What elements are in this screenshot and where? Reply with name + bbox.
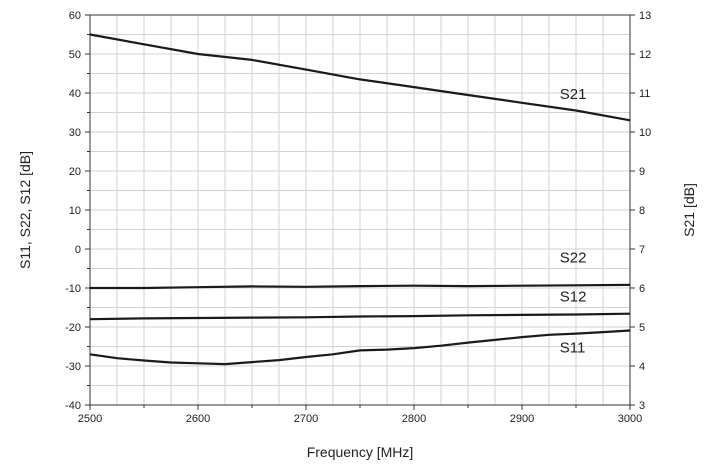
left-y-tick-label: -40 <box>65 400 81 412</box>
x-tick-label: 2900 <box>510 413 534 425</box>
series-label-s11: S11 <box>560 339 586 356</box>
right-y-tick-label: 11 <box>639 88 650 100</box>
left-y-tick-label: 0 <box>75 244 81 256</box>
right-y-tick-label: 10 <box>639 127 651 139</box>
right-y-tick-label: 13 <box>639 10 651 22</box>
left-y-tick-label: 30 <box>69 127 81 139</box>
series-label-s21: S21 <box>560 86 587 103</box>
series-line-s21 <box>89 33 631 122</box>
left-y-tick-label: 20 <box>69 166 81 178</box>
series-labels: S21 S22 S12 S11 <box>560 86 587 357</box>
left-y-tick-label: -20 <box>65 322 81 334</box>
series-lines <box>89 33 631 366</box>
left-y-tick-label: 60 <box>69 10 81 22</box>
left-y-tick-label: -10 <box>65 283 81 295</box>
right-y-axis-label: S21 [dB] <box>681 183 697 237</box>
x-axis-label: Frequency [MHz] <box>307 444 414 460</box>
right-y-tick-label: 4 <box>639 361 645 373</box>
right-y-tick-label: 8 <box>639 205 645 217</box>
right-y-tick-label: 9 <box>639 166 645 178</box>
x-tick-label: 2500 <box>78 413 102 425</box>
x-tick-label: 2600 <box>186 413 210 425</box>
left-y-tick-label: -30 <box>65 361 81 373</box>
grid <box>90 15 630 405</box>
right-y-tick-label: 6 <box>639 283 645 295</box>
right-y-axis: 3 4 5 6 7 8 9 10 11 12 13 <box>630 10 651 412</box>
x-axis: 2500 2600 2700 2800 2900 3000 <box>78 405 642 425</box>
series-label-s12: S12 <box>560 289 587 306</box>
series-line-s12 <box>89 312 631 321</box>
left-y-axis: -40 -30 -20 -10 0 10 20 30 40 50 60 <box>65 10 90 412</box>
right-y-tick-label: 12 <box>639 49 651 61</box>
left-y-tick-label: 50 <box>69 49 81 61</box>
series-line-s11 <box>89 329 631 366</box>
x-tick-label: 2700 <box>294 413 318 425</box>
left-y-axis-label: S11, S22, S12 [dB] <box>17 151 33 269</box>
series-label-s22: S22 <box>560 250 587 267</box>
series-line-s22 <box>90 283 631 290</box>
x-tick-label: 2800 <box>402 413 426 425</box>
left-y-tick-label: 10 <box>69 205 81 217</box>
x-tick-label: 3000 <box>618 413 642 425</box>
right-y-tick-label: 7 <box>639 244 645 256</box>
right-y-tick-label: 5 <box>639 322 645 334</box>
left-y-tick-label: 40 <box>69 88 81 100</box>
right-y-tick-label: 3 <box>639 400 645 412</box>
